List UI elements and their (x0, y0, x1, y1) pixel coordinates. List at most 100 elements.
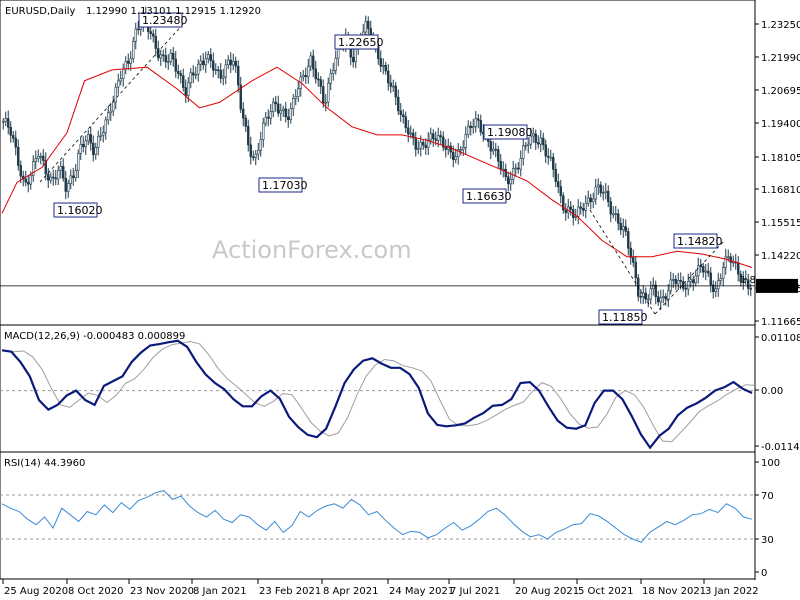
candle-body (654, 284, 657, 298)
candle-body (632, 257, 635, 263)
candle-body (232, 60, 235, 66)
candle-body (617, 213, 620, 224)
candle-body (12, 135, 15, 139)
candle-body (474, 118, 477, 127)
candle-body (559, 186, 562, 196)
candle-body (297, 88, 300, 97)
trend-line-3 (654, 239, 726, 315)
candle-body (697, 265, 700, 277)
candle-body (669, 279, 672, 292)
candle-body (332, 70, 335, 74)
candle-body (137, 28, 140, 31)
candle-body (107, 112, 110, 121)
candle-body (422, 141, 425, 146)
candle-body (432, 133, 435, 140)
candle-body (519, 158, 522, 170)
candle-body (17, 146, 20, 166)
candle-body (434, 138, 437, 141)
candle-body (167, 61, 170, 63)
candle-body (317, 78, 320, 81)
candle-body (424, 144, 427, 148)
annotation-box (334, 34, 379, 50)
candle-body (399, 110, 402, 115)
candle-body (72, 175, 75, 179)
candle-body (492, 148, 495, 152)
candle-body (327, 82, 330, 103)
candle-body (599, 184, 602, 194)
annotation-box (138, 12, 183, 28)
x-tick-label: 18 Nov 2021 (642, 586, 706, 597)
candle-body (507, 176, 510, 185)
candle-body (419, 141, 422, 149)
candle-body (744, 278, 747, 280)
candle-body (227, 59, 230, 66)
candle-body (477, 118, 480, 121)
candle-body (132, 40, 135, 59)
candle-body (39, 155, 42, 158)
candle-body (562, 195, 565, 211)
candle-body (639, 296, 642, 298)
candle-body (52, 176, 55, 179)
candle-body (352, 56, 355, 63)
candle-body (289, 108, 292, 121)
candle-body (199, 60, 202, 65)
candle-body (109, 110, 112, 114)
candle-body (612, 213, 615, 216)
price-series (0, 6, 755, 315)
candle-body (722, 267, 725, 279)
candle-body (267, 116, 270, 119)
candle-body (287, 116, 290, 121)
candle-body (154, 35, 157, 49)
candle-body (262, 122, 265, 140)
candle-body (152, 33, 155, 37)
ohlc-label: 1.12990 1.13101 1.12915 1.12920 (86, 6, 261, 17)
candle-body (542, 137, 545, 146)
candle-body (687, 281, 690, 290)
annotation-box (483, 124, 528, 140)
candle-body (589, 197, 592, 203)
candle-body (592, 198, 595, 203)
candle-body (437, 135, 440, 141)
macd-tick-label: 0.01108 (761, 333, 800, 344)
candle-body (242, 108, 245, 119)
candle-body (459, 149, 462, 151)
annotation-label: 1.16630 (466, 190, 512, 203)
candle-body (442, 136, 445, 148)
candle-body (627, 231, 630, 249)
annotation-box (462, 188, 507, 204)
candle-body (577, 206, 580, 217)
candle-body (272, 101, 275, 112)
rsi-panel-frame (0, 451, 756, 580)
candle-body (49, 176, 52, 181)
candle-body (392, 85, 395, 88)
candle-body (92, 142, 95, 155)
price-tick-label: 1.11665 (761, 317, 800, 328)
candle-body (729, 256, 732, 263)
candle-body (544, 144, 547, 157)
candle-body (549, 156, 552, 159)
candle-body (449, 145, 452, 153)
candle-body (682, 281, 685, 289)
candle-body (34, 158, 37, 162)
price-tick-label: 1.18105 (761, 153, 800, 164)
candle-body (679, 280, 682, 282)
candle-body (307, 65, 310, 77)
axes: 1.23250 1.21990 1.20695 1.19400 1.18105 1.168… (2, 20, 800, 597)
candle-body (404, 116, 407, 129)
x-tick-label: 23 Feb 2021 (259, 586, 321, 597)
candle-body (214, 69, 217, 72)
annotation-label: 1.14820 (677, 235, 723, 248)
candle-body (667, 290, 670, 300)
candle-body (602, 192, 605, 194)
candle-body (334, 57, 337, 71)
candle-body (79, 144, 82, 154)
candle-body (364, 20, 367, 33)
candle-body (74, 170, 77, 179)
candle-body (309, 55, 312, 67)
candle-body (409, 132, 412, 135)
candle-body (724, 256, 727, 268)
candle-body (704, 270, 707, 273)
candle-body (644, 292, 647, 300)
